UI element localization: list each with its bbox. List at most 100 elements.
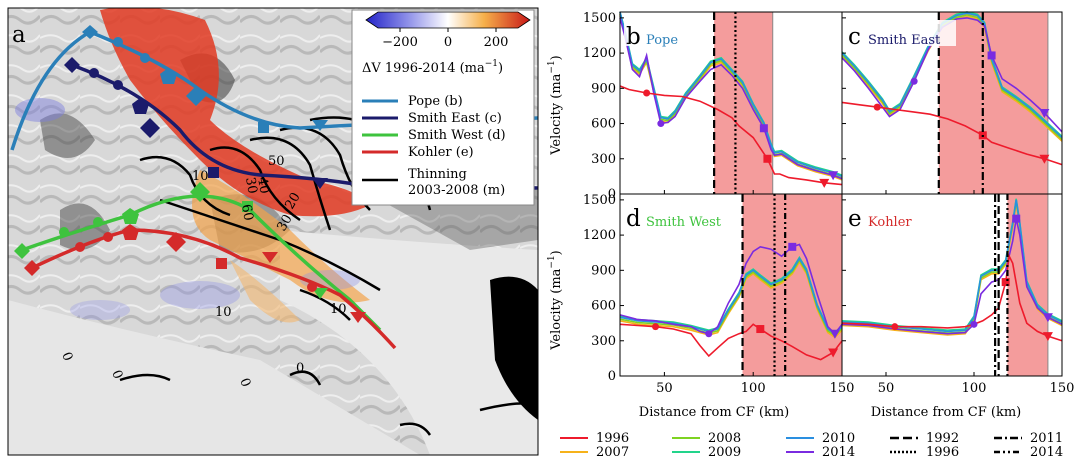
contour-label: 10 (330, 302, 347, 317)
series-marker (819, 178, 830, 188)
panel-title-d: Smith West (646, 215, 722, 230)
contour-label: 0 (296, 361, 304, 376)
panel-letter-b: b (626, 24, 641, 50)
series-marker (828, 348, 839, 358)
series-marker (657, 120, 665, 128)
chart-panel-e: 50 100 150 e Kohler (841, 193, 1074, 396)
colorbar-tick: 0 (444, 35, 452, 50)
legend-item-1996: 1996 (560, 431, 629, 446)
y-tick-label: 600 (591, 117, 616, 132)
map-legend: −200 0 200 ΔV 1996-2014 (ma−1) Pope (b) … (351, 9, 535, 206)
series-marker (1042, 313, 1053, 323)
map-velocity-increase (230, 260, 300, 323)
legend-label: 1992 (926, 431, 959, 446)
y-tick-label: 1500 (583, 11, 616, 26)
contour-label: 30 (274, 212, 295, 234)
series-marker (759, 124, 768, 133)
contour-label: 40 (254, 176, 272, 195)
panel-title-e: Kohler (868, 215, 912, 230)
series-marker (987, 51, 996, 60)
series-marker (1039, 154, 1050, 164)
xlabel-e: Distance from CF (km) (871, 405, 1021, 420)
legend-label: 2007 (596, 445, 629, 460)
series-marker (763, 154, 772, 163)
series-marker (1039, 108, 1050, 118)
panel-title-bg (846, 202, 924, 228)
x-tick-label: 50 (656, 381, 673, 396)
series-marker (1001, 278, 1010, 287)
legend-label: 1996 (596, 431, 629, 446)
legend-item-2014: 2014 (994, 445, 1063, 460)
series-marker (1012, 214, 1021, 223)
legend-label: 2009 (708, 445, 741, 460)
colorbar-bar (365, 11, 531, 29)
panel-title-bg (624, 202, 734, 228)
legend-label: 2014 (1030, 445, 1063, 460)
map-ocean-right (490, 276, 538, 420)
ylabel-bottom: Velocity (ma−1) (547, 250, 564, 351)
xlabel-d: Distance from CF (km) (639, 405, 789, 420)
legend-label-smith-west: Smith West (d) (408, 128, 506, 143)
legend-item-2014: 2014 (786, 445, 855, 460)
contour-label: 60 (238, 203, 256, 222)
chart-panel-c: c Smith East (841, 11, 1063, 195)
contour-label: 10 (215, 305, 232, 320)
map-velocity-increase (100, 8, 370, 217)
panel-title-bg (624, 20, 686, 46)
series-marker (910, 77, 918, 85)
legend-item-2010: 2010 (786, 431, 855, 446)
panel-title-c: Smith East (868, 33, 941, 48)
shaded-region (742, 194, 842, 376)
series-marker (705, 330, 713, 338)
y-tick-label: 1500 (583, 193, 616, 208)
contour-label: 20 (282, 190, 303, 212)
panel-letter-c: c (848, 24, 861, 50)
series-marker (891, 323, 899, 331)
series-marker (643, 89, 651, 97)
y-tick-label: 600 (591, 299, 616, 314)
panel-title-b: Pope (646, 33, 678, 48)
legend-label-smith-east: Smith East (c) (408, 111, 502, 126)
series-line-2014 (619, 17, 843, 180)
map-velocity-decrease (70, 300, 130, 320)
legend-item-2009: 2009 (672, 445, 741, 460)
legend-label: 2010 (822, 431, 855, 446)
colorbar-tick: 200 (484, 35, 509, 50)
y-tick-label: 900 (591, 81, 616, 96)
panel-letter-a: a (12, 22, 26, 48)
y-tick-label: 1200 (583, 46, 616, 61)
series-marker (873, 103, 881, 111)
y-tick-label: 0 (608, 187, 616, 202)
legend-item-2011: 2011 (994, 431, 1063, 446)
map-rock (40, 113, 95, 158)
map-ice-shelf (8, 300, 420, 455)
legend-label: 2011 (1030, 431, 1063, 446)
series-marker (788, 242, 797, 251)
ylabel-top: Velocity (ma−1) (547, 55, 564, 156)
legend-label-thinning-period: 2003-2008 (m) (408, 183, 505, 198)
series-marker (1042, 332, 1053, 342)
colorbar: −200 0 200 ΔV 1996-2014 (ma−1) (362, 11, 531, 76)
map-velocity-decrease (15, 98, 65, 122)
legend-label: 2008 (708, 431, 741, 446)
flowline-kohler (31, 228, 397, 350)
y-tick-label: 300 (591, 334, 616, 349)
series-marker (652, 323, 660, 331)
series-line-2008 (841, 14, 1063, 140)
chart-frame (841, 193, 1063, 377)
colorbar-label: ΔV 1996-2014 (ma−1) (362, 59, 503, 76)
legend-label-thinning: Thinning (408, 167, 467, 182)
map-velocity-decrease (160, 281, 240, 309)
legend-label: 1996 (926, 445, 959, 460)
x-tick-label: 150 (830, 381, 855, 396)
series-line-2007 (619, 15, 843, 181)
contour-labels: 10 30 40 50 60 20 30 10 10 0 0 0 0 (58, 154, 346, 389)
series-line-1996 (619, 85, 843, 186)
contour-label: 10 (192, 169, 209, 184)
legend-item-2007: 2007 (560, 445, 629, 460)
series-marker (828, 171, 839, 181)
legend-label-kohler: Kohler (e) (408, 145, 474, 160)
